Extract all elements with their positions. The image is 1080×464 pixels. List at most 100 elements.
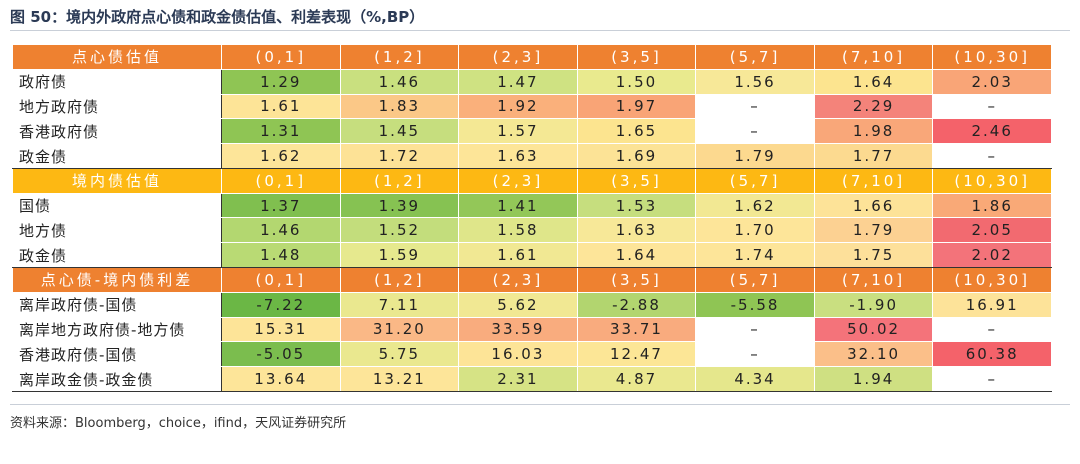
heatmap-cell: 1.79 [695, 143, 815, 169]
figure-title: 图 50：境内外政府点心债和政金债估值、利差表现（%,BP） [10, 8, 425, 26]
table-row: 政金债 1.48 1.59 1.61 1.64 1.74 1.75 2.02 [12, 242, 1052, 269]
heatmap-cell: 1.31 [221, 118, 341, 145]
table-row: 国债 1.37 1.39 1.41 1.53 1.62 1.66 1.86 [12, 192, 1052, 219]
heatmap-cell: 31.20 [339, 316, 460, 343]
heatmap-cell: 1.56 [695, 68, 815, 95]
table-row: 地方债 1.46 1.52 1.58 1.63 1.70 1.79 2.05 [12, 217, 1052, 244]
heatmap-cell: – [932, 316, 1052, 343]
heatmap-cell: 2.29 [813, 93, 934, 120]
heatmap-cell: 2.02 [932, 242, 1052, 269]
row-label: 政金债 [12, 242, 222, 269]
column-header: (3,5] [576, 44, 697, 70]
heatmap-cell: -5.58 [695, 291, 815, 318]
column-header: (1,2] [339, 267, 460, 293]
heatmap-cell: 60.38 [932, 341, 1052, 368]
column-header: (5,7] [695, 267, 815, 293]
table-row: 香港政府债 1.31 1.45 1.57 1.65–1.98 2.46 [12, 118, 1052, 145]
heatmap-cell: 33.71 [576, 316, 697, 343]
heatmap-cell: 1.74 [695, 242, 815, 269]
heatmap-cell: 1.75 [813, 242, 934, 269]
heatmap-cell: 7.11 [339, 291, 460, 318]
table-row: 离岸政金债-政金债 13.64 13.21 2.31 4.87 4.34 1.94– [12, 366, 1052, 392]
heatmap-cell: -5.05 [221, 341, 341, 368]
heatmap-cell: 4.34 [695, 366, 815, 392]
section-header-label: 点心债估值 [12, 44, 222, 70]
heatmap-cell: 5.75 [339, 341, 460, 368]
column-header: (3,5] [576, 167, 697, 194]
table-row: 离岸政府债-国债 -7.22 7.11 5.62 -2.88 -5.58 -1.90 16.9… [12, 291, 1052, 318]
section-header-label: 点心债-境内债利差 [12, 267, 222, 293]
column-header: (0,1] [221, 44, 341, 70]
column-header: (10,30] [932, 44, 1052, 70]
heatmap-cell: 1.72 [339, 143, 460, 169]
column-header: (2,3] [458, 44, 578, 70]
table-row: 地方政府债 1.61 1.83 1.92 1.97–2.29– [12, 93, 1052, 120]
valuation-heatmap-table: 点心债估值 (0,1] (1,2] (2,3] (3,5] (5,7] (7,10] (10,… [12, 44, 1052, 392]
heatmap-cell: -1.90 [813, 291, 934, 318]
heatmap-cell: 33.59 [458, 316, 578, 343]
heatmap-cell: 1.46 [339, 68, 460, 95]
heatmap-cell: 1.48 [221, 242, 341, 269]
heatmap-cell: 5.62 [458, 291, 578, 318]
heatmap-cell: – [695, 93, 815, 120]
heatmap-cell: 1.63 [576, 217, 697, 244]
section-header-label: 境内债估值 [12, 167, 222, 194]
table-row: 离岸地方政府债-地方债 15.31 31.20 33.59 33.71–50.02– [12, 316, 1052, 343]
heatmap-cell: -2.88 [576, 291, 697, 318]
heatmap-cell: 1.58 [458, 217, 578, 244]
heatmap-cell: 1.59 [339, 242, 460, 269]
heatmap-cell: 1.37 [221, 192, 341, 219]
heatmap-cell: 13.64 [221, 366, 341, 392]
heatmap-cell: 1.53 [576, 192, 697, 219]
heatmap-cell: 1.46 [221, 217, 341, 244]
column-header: (1,2] [339, 44, 460, 70]
heatmap-cell: 1.52 [339, 217, 460, 244]
heatmap-cell: 32.10 [813, 341, 934, 368]
heatmap-cell: – [932, 366, 1052, 392]
section-header-row: 点心债-境内债利差 (0,1] (1,2] (2,3] (3,5] (5,7] (7,10]… [12, 267, 1052, 293]
row-label: 地方债 [12, 217, 222, 244]
heatmap-cell: 1.61 [221, 93, 341, 120]
heatmap-cell: 1.41 [458, 192, 578, 219]
row-label: 离岸地方政府债-地方债 [12, 316, 222, 343]
heatmap-cell: 1.77 [813, 143, 934, 169]
heatmap-cell: 50.02 [813, 316, 934, 343]
title-divider [10, 30, 1070, 31]
heatmap-cell: 1.97 [576, 93, 697, 120]
row-label: 政金债 [12, 143, 222, 169]
row-label: 离岸政府债-国债 [12, 291, 222, 318]
heatmap-cell: 1.50 [576, 68, 697, 95]
heatmap-cell: 1.62 [221, 143, 341, 169]
column-header: (2,3] [458, 267, 578, 293]
heatmap-cell: 1.47 [458, 68, 578, 95]
section-header-row: 点心债估值 (0,1] (1,2] (2,3] (3,5] (5,7] (7,10] (10,… [12, 44, 1052, 70]
heatmap-cell: 1.66 [813, 192, 934, 219]
heatmap-cell: 1.39 [339, 192, 460, 219]
heatmap-cell: 1.29 [221, 68, 341, 95]
heatmap-cell: 16.03 [458, 341, 578, 368]
row-label: 香港政府债 [12, 118, 222, 145]
heatmap-cell: 1.70 [695, 217, 815, 244]
heatmap-cell: 2.03 [932, 68, 1052, 95]
column-header: (5,7] [695, 167, 815, 194]
table-row: 香港政府债-国债 -5.05 5.75 16.03 12.47–32.10 60.38 [12, 341, 1052, 368]
heatmap-cell: – [932, 143, 1052, 169]
row-label: 地方政府债 [12, 93, 222, 120]
column-header: (5,7] [695, 44, 815, 70]
heatmap-cell: 1.98 [813, 118, 934, 145]
heatmap-cell: 4.87 [576, 366, 697, 392]
heatmap-cell: 1.62 [695, 192, 815, 219]
heatmap-cell: – [695, 316, 815, 343]
heatmap-cell: 1.94 [813, 366, 934, 392]
heatmap-cell: 2.05 [932, 217, 1052, 244]
table-row: 政府债 1.29 1.46 1.47 1.50 1.56 1.64 2.03 [12, 68, 1052, 95]
row-label: 政府债 [12, 68, 222, 95]
heatmap-cell: 1.64 [576, 242, 697, 269]
column-header: (0,1] [221, 167, 341, 194]
row-label: 离岸政金债-政金债 [12, 366, 222, 392]
heatmap-cell: 1.61 [458, 242, 578, 269]
heatmap-cell: 1.83 [339, 93, 460, 120]
column-header: (7,10] [813, 44, 934, 70]
heatmap-cell: – [695, 341, 815, 368]
column-header: (7,10] [813, 267, 934, 293]
